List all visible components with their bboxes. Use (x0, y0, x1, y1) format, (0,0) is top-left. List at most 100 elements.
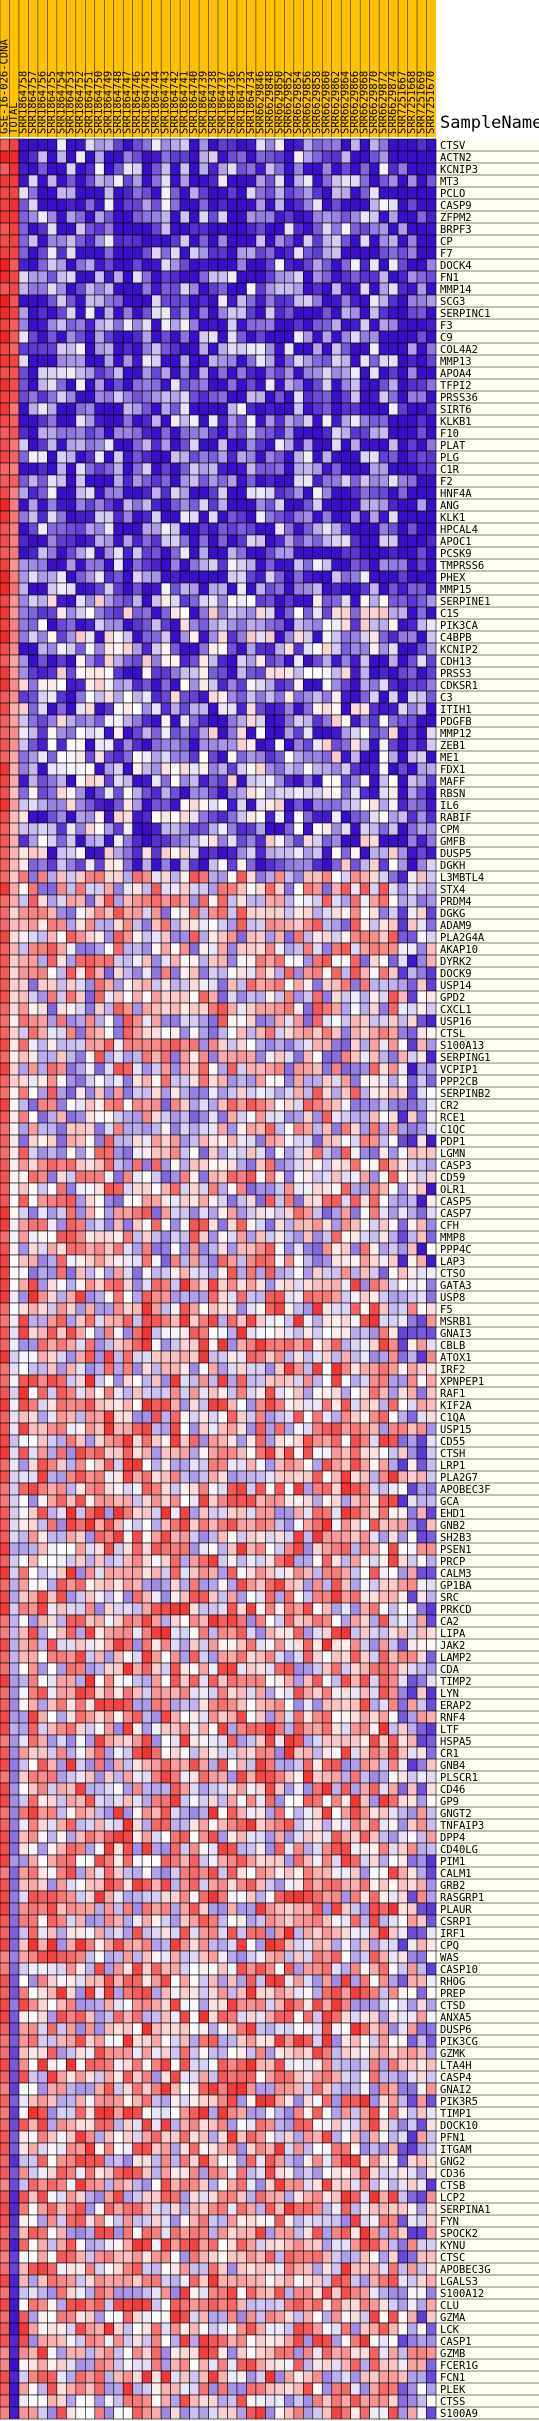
heatmap-cell (340, 1182, 352, 1196)
heatmap-cell (37, 1338, 48, 1352)
heatmap-cell (227, 1266, 238, 1280)
heatmap-cell (217, 438, 228, 452)
heatmap-cell (378, 1374, 389, 1388)
heatmap-cell (28, 462, 39, 476)
heatmap-cell (37, 954, 48, 968)
heatmap-cell (141, 438, 152, 452)
heatmap-cell (208, 138, 219, 152)
heatmap-cell (217, 1386, 228, 1400)
heatmap-cell (407, 1374, 418, 1388)
heatmap-cell (284, 750, 295, 764)
heatmap-cell (265, 210, 276, 224)
heatmap-cell (302, 822, 314, 836)
heatmap-cell (236, 1122, 247, 1136)
heatmap-cell (388, 1338, 399, 1352)
heatmap-cell (378, 990, 389, 1004)
heatmap-cell (94, 498, 105, 512)
heatmap-cell (113, 930, 124, 944)
heatmap-cell (312, 1002, 323, 1016)
heatmap-cell (75, 1014, 86, 1028)
heatmap-cell (189, 1218, 200, 1232)
heatmap-cell (75, 174, 86, 188)
heatmap-cell (18, 1362, 29, 1376)
heatmap-cell (302, 1242, 314, 1256)
heatmap-cell (189, 930, 200, 944)
heatmap-cell (18, 1050, 29, 1064)
heatmap-cell (274, 426, 285, 440)
heatmap-cell (141, 318, 152, 332)
heatmap-cell (321, 702, 333, 716)
heatmap-cell (369, 714, 380, 728)
heatmap-cell (293, 738, 304, 752)
heatmap-cell (246, 798, 257, 812)
heatmap-cell (0, 1410, 10, 1424)
heatmap-cell (416, 258, 427, 272)
heatmap-cell (397, 342, 408, 356)
row-header-label: SampleName (440, 113, 539, 133)
heatmap-cell (426, 642, 437, 656)
heatmap-cell (28, 1386, 39, 1400)
heatmap-cell (160, 678, 171, 692)
heatmap-cell (302, 930, 314, 944)
heatmap-cell (94, 1134, 105, 1148)
heatmap-cell (9, 1410, 20, 1424)
heatmap-cell (122, 966, 134, 980)
heatmap-cell (293, 1290, 304, 1304)
heatmap-cell (227, 354, 238, 368)
heatmap-cell (160, 282, 171, 296)
heatmap-cell (47, 1230, 58, 1244)
heatmap-cell (217, 954, 228, 968)
heatmap-cell (274, 330, 285, 344)
column-label: SRR7251668 (406, 71, 418, 134)
heatmap-cell (198, 726, 209, 740)
heatmap-cell (217, 966, 228, 980)
heatmap-cell (321, 318, 333, 332)
heatmap-cell (321, 678, 333, 692)
heatmap-cell (28, 1182, 39, 1196)
heatmap-cell (151, 1326, 162, 1340)
heatmap-cell (56, 702, 67, 716)
heatmap-cell (359, 834, 370, 848)
heatmap-cell (18, 594, 29, 608)
heatmap-cell (66, 1218, 77, 1232)
heatmap-cell (113, 1218, 124, 1232)
heatmap-cell (302, 318, 314, 332)
heatmap-cell (132, 582, 143, 596)
heatmap-cell (340, 1398, 352, 1412)
heatmap-cell (407, 342, 418, 356)
heatmap-cell (198, 330, 209, 344)
heatmap-cell (293, 414, 304, 428)
heatmap-cell (66, 486, 77, 500)
heatmap-cell (255, 1302, 266, 1316)
heatmap-cell (151, 222, 162, 236)
heatmap-cell (198, 174, 209, 188)
heatmap-cell (378, 1182, 389, 1196)
heatmap-cell (340, 1038, 352, 1052)
heatmap-cell (217, 666, 228, 680)
heatmap-cell (350, 150, 361, 164)
heatmap-cell (388, 222, 399, 236)
heatmap-cell (160, 558, 171, 572)
heatmap-cell (141, 1146, 152, 1160)
heatmap-cell (132, 726, 143, 740)
heatmap-cell (397, 570, 408, 584)
heatmap-cell (397, 918, 408, 932)
heatmap-cell (113, 1410, 124, 1424)
heatmap-cell (132, 798, 143, 812)
heatmap-cell (179, 750, 190, 764)
heatmap-cell (397, 1374, 408, 1388)
heatmap-cell (236, 750, 247, 764)
heatmap-cell (359, 798, 370, 812)
heatmap-cell (208, 174, 219, 188)
heatmap-cell (274, 1158, 285, 1172)
heatmap-cell (170, 810, 181, 824)
heatmap-cell (416, 798, 427, 812)
heatmap-cell (170, 870, 181, 884)
heatmap-cell (198, 1158, 209, 1172)
heatmap-cell (56, 1374, 67, 1388)
heatmap-cell (388, 426, 399, 440)
heatmap-cell (350, 1266, 361, 1280)
heatmap-cell (312, 1338, 323, 1352)
heatmap-cell (18, 1074, 29, 1088)
heatmap-cell (350, 1278, 361, 1292)
